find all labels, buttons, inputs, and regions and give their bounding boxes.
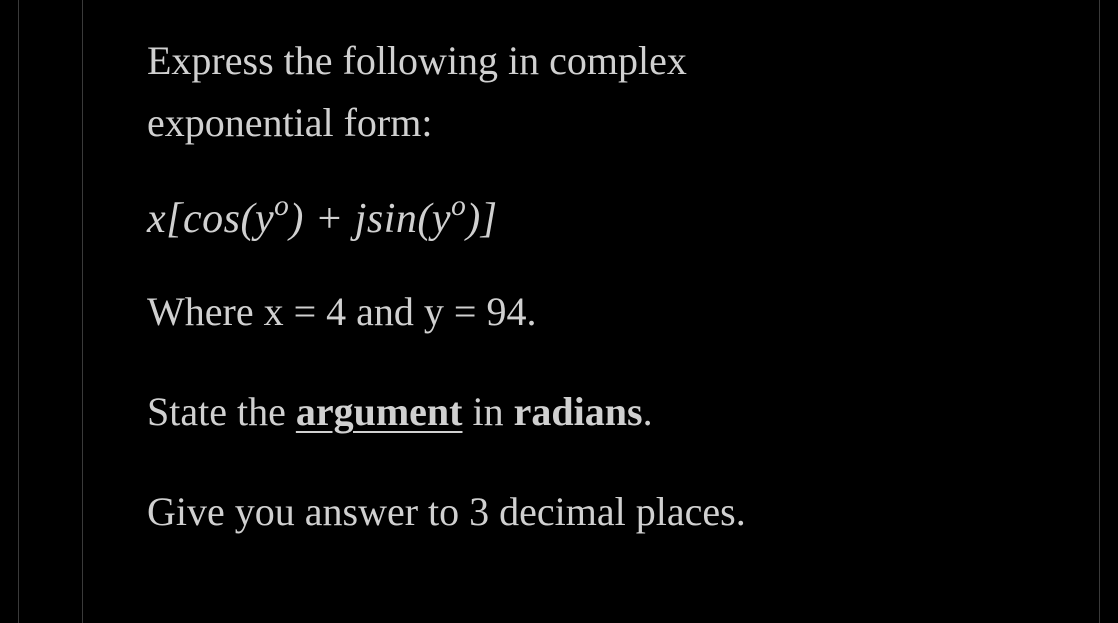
instruction-mid: in <box>463 389 514 434</box>
instruction-prefix: State the <box>147 389 296 434</box>
formula-bracket-close: ] <box>481 196 498 242</box>
formula-arg2: y <box>432 196 451 242</box>
margin-line-left <box>18 0 19 623</box>
formula-bracket-open: [ <box>166 196 183 242</box>
values-line: Where x = 4 and y = 94. <box>147 281 1038 343</box>
values-mid: and y = <box>346 289 486 334</box>
formula-arg1: y <box>255 196 274 242</box>
x-value: 4 <box>326 289 346 334</box>
instruction-suffix: . <box>643 389 653 434</box>
formula-expression: x[cos(yo) + jsin(yo)] <box>147 192 1038 243</box>
formula-paren1-open: ( <box>241 196 256 242</box>
margin-line-mid <box>82 0 83 623</box>
values-prefix: Where x = <box>147 289 326 334</box>
question-intro: Express the following in complex exponen… <box>147 30 1038 154</box>
formula-sin: sin <box>367 196 418 242</box>
formula-j: j <box>355 196 367 242</box>
degree-symbol-2: o <box>451 190 466 222</box>
precision-line: Give you answer to 3 decimal places. <box>147 481 1038 543</box>
intro-text-2: exponential form: <box>147 100 432 145</box>
intro-text-1: Express the following in complex <box>147 38 687 83</box>
formula-plus: + <box>304 196 355 242</box>
formula-var-x: x <box>147 196 166 242</box>
instruction-line: State the argument in radians. <box>147 381 1038 443</box>
margin-line-right <box>1099 0 1100 623</box>
instruction-bold: radians <box>514 389 643 434</box>
instruction-underlined: argument <box>296 389 463 434</box>
formula-cos: cos <box>183 196 241 242</box>
y-value: 94 <box>486 289 526 334</box>
formula-paren2-open: ( <box>417 196 432 242</box>
values-suffix: . <box>526 289 536 334</box>
degree-symbol-1: o <box>274 190 289 222</box>
question-content: Express the following in complex exponen… <box>147 30 1038 543</box>
formula-paren2-close: ) <box>466 196 481 242</box>
formula-paren1-close: ) <box>289 196 304 242</box>
